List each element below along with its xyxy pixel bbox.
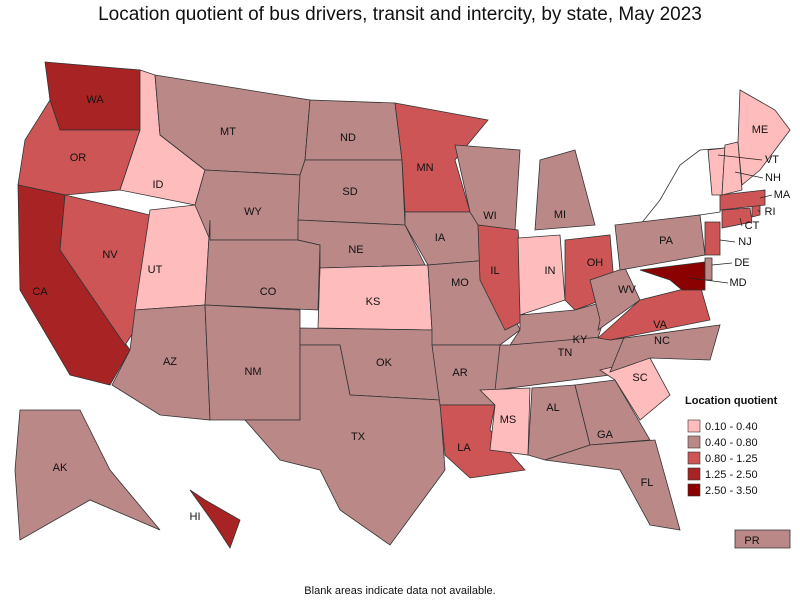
leader-line bbox=[719, 239, 736, 243]
leader-line bbox=[734, 171, 764, 179]
state bbox=[17, 99, 141, 196]
state-label: NV bbox=[102, 249, 118, 261]
state-label: DE bbox=[734, 257, 749, 269]
state bbox=[589, 267, 641, 331]
legend-label: 0.10 - 0.40 bbox=[705, 421, 758, 433]
state bbox=[534, 149, 596, 231]
state-label: OK bbox=[376, 357, 393, 369]
leader-line bbox=[711, 262, 733, 266]
state bbox=[721, 141, 743, 196]
state-labels: WA OR CA NV ID UT AZ MT WY CO NM ND SD NE KS OK TX MN IA MO… bbox=[32, 94, 791, 547]
leader-line bbox=[759, 194, 773, 199]
map-title: Location quotient of bus drivers, transi… bbox=[98, 4, 702, 25]
state-label: NE bbox=[348, 244, 363, 256]
state bbox=[244, 344, 446, 546]
state-label: RI bbox=[765, 206, 776, 218]
legend-swatch bbox=[687, 483, 701, 497]
legend-swatch bbox=[687, 419, 701, 433]
state-label: MS bbox=[500, 414, 517, 426]
state-label: CO bbox=[260, 286, 277, 298]
state-label: GA bbox=[597, 429, 614, 441]
legend-swatch bbox=[687, 451, 701, 465]
state bbox=[719, 189, 766, 211]
state bbox=[544, 439, 681, 531]
state-label: WY bbox=[244, 206, 262, 218]
state-label: MO bbox=[451, 277, 469, 289]
state bbox=[721, 207, 753, 229]
state bbox=[479, 387, 531, 456]
state-label: SC bbox=[632, 372, 647, 384]
state-label: WI bbox=[483, 210, 496, 222]
state-label: MN bbox=[416, 162, 433, 174]
leader-line bbox=[717, 154, 763, 161]
state-label: ME bbox=[752, 124, 769, 136]
state-label: CT bbox=[745, 220, 760, 232]
footnote: Blank areas indicate data not available. bbox=[304, 585, 495, 597]
state-label: HI bbox=[190, 511, 201, 523]
state-label: MI bbox=[554, 209, 566, 221]
state-label: MA bbox=[774, 189, 791, 201]
legend-title: Location quotient bbox=[685, 395, 778, 407]
state bbox=[189, 489, 241, 549]
state-label: NM bbox=[244, 366, 261, 378]
state bbox=[704, 257, 713, 281]
state-label: SD bbox=[342, 186, 357, 198]
leader-line bbox=[689, 277, 729, 284]
state-label: AZ bbox=[163, 356, 177, 368]
state-label: PA bbox=[659, 235, 674, 247]
legend-label: 2.50 - 3.50 bbox=[705, 485, 758, 497]
state-label: NH bbox=[765, 172, 781, 184]
legend-swatch bbox=[687, 435, 701, 449]
state-label: UT bbox=[148, 264, 163, 276]
state bbox=[737, 89, 791, 186]
state bbox=[14, 409, 161, 541]
state-label: CA bbox=[32, 286, 48, 298]
state-label: TX bbox=[351, 431, 366, 443]
legend: 0.10 - 0.40 0.40 - 0.80 0.80 - 1.25 1.25 - … bbox=[687, 419, 758, 497]
state bbox=[59, 194, 151, 346]
legend-label: 0.40 - 0.80 bbox=[705, 437, 758, 449]
state-label: IA bbox=[435, 232, 446, 244]
state bbox=[304, 99, 403, 161]
state-label: LA bbox=[457, 442, 471, 454]
state bbox=[597, 284, 711, 341]
state-label: PR bbox=[744, 535, 759, 547]
state bbox=[734, 529, 791, 549]
state bbox=[704, 221, 721, 256]
state-label: KY bbox=[573, 334, 588, 346]
leader-line bbox=[739, 217, 743, 227]
state-label: WA bbox=[86, 94, 104, 106]
state-label: OR bbox=[70, 152, 87, 164]
state-label: OH bbox=[587, 257, 604, 269]
state-label: VT bbox=[765, 154, 779, 166]
state-label: IN bbox=[545, 265, 556, 277]
state-label: VA bbox=[653, 319, 668, 331]
state bbox=[204, 304, 301, 421]
legend-label: 0.80 - 1.25 bbox=[705, 453, 758, 465]
state-label: NC bbox=[654, 335, 670, 347]
state bbox=[517, 234, 566, 316]
legend-label: 1.25 - 2.50 bbox=[705, 469, 758, 481]
state-label: MT bbox=[220, 126, 236, 138]
state-label: IL bbox=[490, 265, 499, 277]
state-label: AL bbox=[546, 402, 559, 414]
state-label: WV bbox=[618, 284, 636, 296]
states bbox=[14, 61, 791, 549]
state-label: AR bbox=[452, 367, 467, 379]
leader-line bbox=[757, 209, 761, 213]
state-label: FL bbox=[641, 477, 654, 489]
state-label: TN bbox=[558, 347, 573, 359]
state-label: MD bbox=[729, 277, 746, 289]
state-label: AK bbox=[53, 462, 68, 474]
legend-swatch bbox=[687, 467, 701, 481]
state bbox=[639, 261, 706, 291]
state bbox=[477, 224, 526, 331]
state-label: NJ bbox=[738, 236, 751, 248]
state-label: KS bbox=[366, 296, 381, 308]
state-label: ND bbox=[340, 132, 356, 144]
state-label: ID bbox=[153, 179, 164, 191]
